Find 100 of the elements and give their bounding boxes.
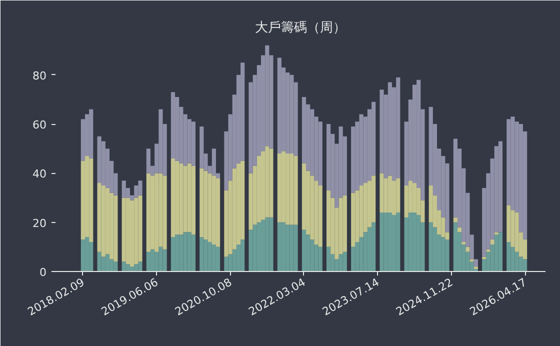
bar bbox=[408, 212, 412, 272]
bar bbox=[290, 74, 294, 154]
bar bbox=[396, 212, 400, 272]
bar bbox=[122, 180, 126, 198]
bar bbox=[200, 168, 204, 238]
bar bbox=[187, 232, 192, 272]
y-tick-label: 20 bbox=[32, 216, 47, 230]
bar bbox=[498, 232, 503, 272]
bar bbox=[204, 170, 208, 240]
bar bbox=[412, 212, 417, 272]
bar bbox=[256, 222, 261, 272]
chart-title: 大戶籌碼（周） bbox=[255, 20, 346, 36]
bar bbox=[342, 252, 347, 272]
bar bbox=[204, 240, 208, 272]
bar bbox=[290, 154, 294, 225]
bar bbox=[183, 166, 188, 232]
bar bbox=[441, 237, 446, 272]
bar bbox=[269, 148, 274, 218]
bar bbox=[412, 183, 417, 213]
bar bbox=[191, 166, 196, 235]
bar bbox=[486, 249, 490, 252]
bar bbox=[294, 156, 298, 225]
bar bbox=[80, 240, 85, 272]
bar bbox=[212, 176, 216, 244]
bar bbox=[130, 266, 134, 272]
bar bbox=[208, 242, 212, 272]
bar bbox=[150, 176, 155, 250]
bar bbox=[146, 252, 150, 272]
bar bbox=[281, 151, 286, 222]
bar bbox=[453, 222, 458, 272]
y-tick-label: 60 bbox=[32, 118, 47, 132]
bar bbox=[290, 224, 294, 272]
bar bbox=[392, 214, 396, 272]
bar bbox=[212, 244, 216, 272]
bar bbox=[170, 158, 176, 238]
y-tick-label: 80 bbox=[32, 69, 47, 82]
bar bbox=[130, 200, 134, 267]
bar bbox=[208, 173, 212, 242]
bar bbox=[302, 230, 306, 272]
bar bbox=[105, 254, 110, 272]
bar bbox=[457, 227, 462, 232]
bar bbox=[522, 259, 528, 272]
bar bbox=[286, 154, 290, 225]
bar bbox=[294, 224, 298, 272]
bar bbox=[170, 237, 176, 272]
bar bbox=[342, 195, 347, 252]
bar bbox=[101, 185, 106, 257]
bar bbox=[380, 173, 384, 213]
bar bbox=[179, 163, 184, 235]
bar bbox=[506, 242, 511, 272]
bar bbox=[150, 249, 155, 272]
bar bbox=[89, 109, 94, 158]
bar bbox=[146, 173, 150, 252]
bar bbox=[162, 176, 167, 250]
bar bbox=[162, 249, 167, 272]
bar bbox=[445, 240, 450, 272]
bar bbox=[122, 262, 126, 272]
bar bbox=[252, 224, 257, 272]
bar bbox=[494, 232, 498, 235]
bar bbox=[154, 173, 159, 252]
bar bbox=[158, 246, 163, 272]
bar bbox=[286, 224, 290, 272]
bar bbox=[170, 92, 176, 158]
bar bbox=[318, 246, 322, 272]
bar bbox=[183, 232, 188, 272]
bar bbox=[216, 246, 220, 272]
bar bbox=[265, 146, 270, 218]
bar bbox=[97, 136, 102, 184]
bar bbox=[134, 264, 138, 272]
y-tick-label: 40 bbox=[32, 168, 47, 181]
bar bbox=[122, 198, 126, 262]
bar bbox=[338, 254, 343, 272]
bar bbox=[224, 256, 228, 272]
bar bbox=[281, 222, 286, 272]
bar bbox=[200, 237, 204, 272]
bar bbox=[494, 234, 498, 272]
bar bbox=[114, 262, 118, 272]
bar bbox=[84, 237, 90, 272]
bar bbox=[326, 246, 331, 272]
bar bbox=[428, 222, 433, 272]
bar bbox=[490, 240, 494, 244]
bar bbox=[388, 212, 392, 272]
bar bbox=[384, 212, 388, 272]
bar bbox=[191, 122, 196, 166]
bar bbox=[466, 246, 470, 252]
bar bbox=[388, 176, 392, 213]
bar bbox=[416, 214, 421, 272]
bar bbox=[158, 109, 163, 174]
bar bbox=[265, 217, 270, 272]
bar bbox=[396, 77, 400, 178]
bar bbox=[240, 62, 245, 161]
bar bbox=[474, 266, 478, 270]
bar bbox=[134, 198, 138, 264]
bar bbox=[277, 222, 282, 272]
bar bbox=[175, 160, 180, 235]
bar bbox=[89, 158, 94, 242]
bar bbox=[269, 217, 274, 272]
bar bbox=[146, 148, 150, 174]
bar bbox=[138, 180, 142, 196]
bar bbox=[179, 234, 184, 272]
